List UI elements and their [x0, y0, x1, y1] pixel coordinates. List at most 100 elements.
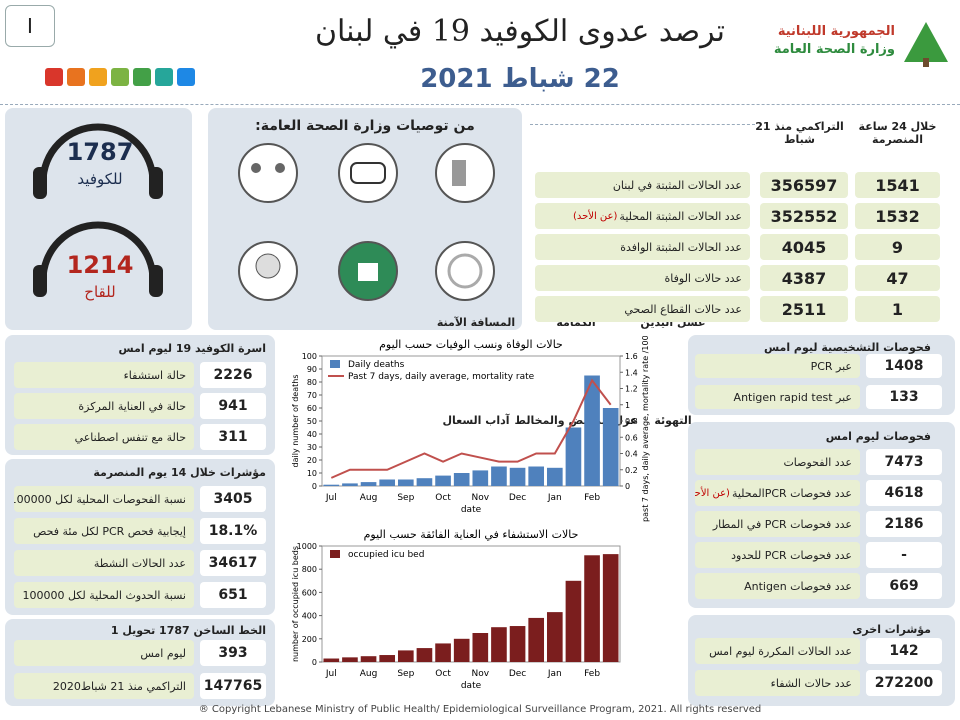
recommendations-panel: من توصيات وزارة الصحة العامة: غسل اليدين… [208, 108, 706, 427]
row-value: 4618 [866, 480, 942, 506]
bar [565, 580, 582, 662]
row-label: عدد فحوصات PCR في المطار [695, 511, 860, 537]
bar [584, 375, 600, 486]
row-value: 393 [200, 640, 266, 666]
row-label: عدد الحالات النشطة [14, 550, 194, 576]
row-label: عدد فحوصات PCRالمحلية(عن الأحد) [695, 480, 860, 506]
y-tick-label: 600 [302, 588, 317, 597]
bar [509, 626, 526, 662]
panel-title: اسرة الكوفيد 19 ليوم امس [118, 342, 266, 355]
x-tick-label: Jul [325, 669, 337, 679]
cumulative-value: 4045 [760, 234, 848, 260]
hotline-number: 1214 [66, 251, 134, 279]
bar [416, 648, 433, 662]
x-tick-label: Feb [584, 493, 600, 503]
row-label: حالة استشفاء [14, 362, 194, 388]
y2-tick-label: 1.6 [625, 352, 638, 361]
y-tick-label: 40 [307, 430, 317, 439]
bar [491, 466, 507, 486]
x-tick-label: Oct [435, 669, 451, 679]
y-tick-label: 60 [307, 404, 317, 413]
row-value: 2226 [200, 362, 266, 388]
cumulative-value: 4387 [760, 265, 848, 291]
row-note: (عن الأحد) [695, 487, 730, 499]
row-label-text: عدد الحالات المثبتة الوافدة [620, 240, 742, 254]
row-value: 147765 [200, 673, 266, 699]
bar [416, 478, 433, 486]
y2-tick-label: 0 [625, 482, 630, 491]
y-tick-label: 70 [307, 391, 317, 400]
row-label-text: عدد حالات الشفاء [770, 676, 852, 690]
row-value: 1408 [866, 354, 942, 378]
bar [546, 612, 563, 662]
row-value: 669 [866, 573, 942, 599]
cumulative-value: 356597 [760, 172, 848, 198]
legend-label: Past 7 days, daily average, mortality ra… [348, 372, 535, 382]
y2-tick-label: 0.2 [625, 466, 638, 475]
row-label-text: حالة مع تنفس اصطناعي [74, 430, 186, 444]
x-axis-label: date [461, 681, 482, 691]
panel-title: مؤشرات خلال 14 يوم المنصرمة [93, 466, 266, 479]
row-label-text: عدد الحالات المثبتة في لبنان [612, 178, 742, 192]
row-label-text: عدد فحوصات PCR في المطار [712, 517, 852, 531]
bar [323, 484, 340, 486]
recommendation-label: آداب السعال [442, 414, 510, 427]
row-value: 651 [200, 582, 266, 608]
x-tick-label: Nov [472, 669, 490, 679]
headset-icons [33, 123, 163, 297]
row-value: - [866, 542, 942, 568]
hotline-label: للكوفيد [77, 170, 123, 188]
x-tick-label: Aug [360, 669, 378, 679]
row-label-text: عبر PCR [810, 359, 852, 373]
x-tick-label: Jul [325, 493, 337, 503]
row-value: 34617 [200, 550, 266, 576]
bar [435, 643, 451, 662]
row-label-text: نسبة الفحوصات المحلية لكل 100000 [14, 492, 186, 506]
row-label-text: عدد الحالات المثبتة المحلية [619, 209, 742, 223]
x-tick-label: Nov [472, 493, 490, 503]
bar [397, 479, 414, 486]
row-value: 18.1% [200, 518, 266, 544]
x-tick-label: Dec [509, 493, 526, 503]
bar [491, 627, 507, 662]
legend-swatch [330, 360, 340, 368]
row-value: 2186 [866, 511, 942, 537]
date: 22 شباط 2021 [420, 64, 620, 94]
row-label-text: حالة في العناية المركزة [78, 399, 186, 413]
y-tick-label: 90 [307, 365, 317, 374]
row-label: عدد الحالات المثبتة في لبنان [535, 172, 750, 198]
hotline-number: 1787 [66, 138, 134, 166]
x-tick-label: Sep [397, 669, 414, 679]
legend-swatch [330, 550, 340, 558]
row-label-text: عدد فحوصات PCR للحدود [731, 548, 852, 562]
x-axis-label: date [461, 505, 482, 515]
y-tick-label: 1000 [297, 542, 317, 551]
row-value: 941 [200, 393, 266, 419]
bar [509, 467, 526, 486]
bar [453, 473, 470, 486]
page-number: I [5, 5, 55, 47]
cumulative-value: 352552 [760, 203, 848, 229]
recommendation-icons [238, 143, 495, 301]
row-label: عدد حالات الشفاء [695, 670, 860, 696]
chart-title: حالات الاستشفاء في العناية الفائقة حسب ا… [364, 528, 579, 541]
hotline-label: للقاح [84, 283, 116, 301]
y-tick-label: 0 [312, 658, 317, 667]
row-label-text: عدد الحالات المكررة ليوم امس [709, 644, 852, 658]
row-label-text: عبر Antigen rapid test [733, 390, 852, 404]
y-tick-label: 400 [302, 612, 317, 621]
main-title: ترصد عدوى الكوفيد 19 في لبنان [314, 14, 726, 49]
panel-title: فحوصات التشخيصية ليوم امس [763, 341, 931, 354]
recommendations-title: من توصيات وزارة الصحة العامة: [255, 118, 475, 134]
bar [602, 554, 619, 662]
x-tick-label: Jan [547, 669, 562, 679]
y2-tick-label: 1.2 [625, 385, 638, 394]
bar [342, 657, 358, 662]
row-label: ليوم امس [14, 640, 194, 666]
y-tick-label: 10 [307, 469, 317, 478]
y-tick-label: 100 [302, 352, 317, 361]
chart-title: حالات الوفاة ونسب الوفيات حسب اليوم [379, 338, 563, 351]
row-label-text: عدد حالات الوفاة [664, 271, 742, 285]
bar [379, 479, 396, 486]
